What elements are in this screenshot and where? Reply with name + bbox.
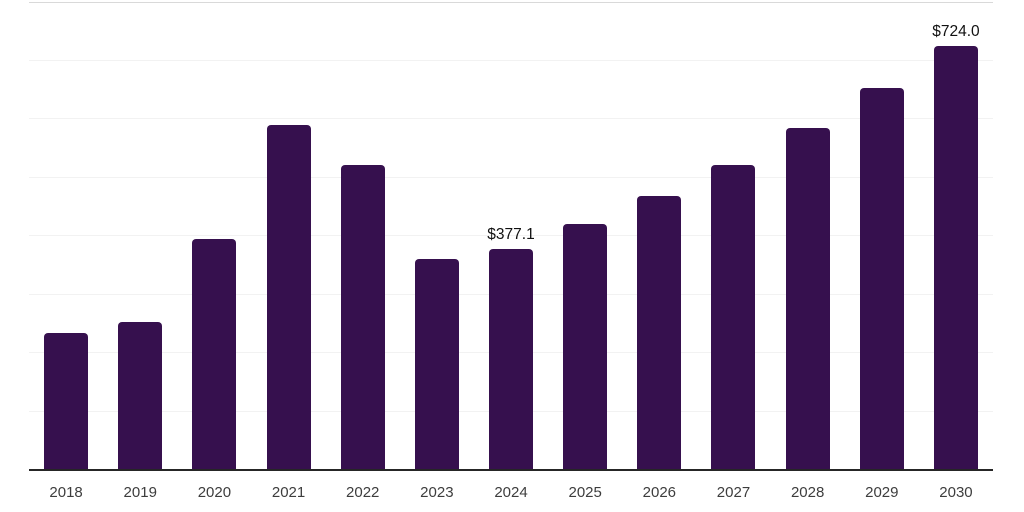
bar-slot-2021 [251,2,325,470]
bar-slot-2024: $377.1 [474,2,548,470]
x-tick-label-2025: 2025 [568,484,602,501]
x-tick-label-2022: 2022 [346,484,380,501]
x-tick-label-2027: 2027 [716,484,751,501]
bar-2027 [711,164,756,470]
bar-2021 [266,124,311,470]
bar-2024 [489,249,534,470]
x-tick-label-2023: 2023 [420,484,454,501]
x-tick-label-2020: 2020 [197,484,232,501]
x-tick-label-2028: 2028 [790,484,825,501]
bar-2028 [785,128,830,470]
bar-2018 [44,333,89,470]
gridline [29,118,993,119]
x-tick-label-2024: 2024 [494,484,528,501]
bar-2020 [192,238,237,470]
bar-value-label-2024: $377.1 [487,225,535,243]
x-tick-label-2018: 2018 [49,484,83,501]
gridline [29,59,993,61]
bar-2019 [118,322,163,470]
bar-2022 [340,164,385,470]
x-axis-line [29,469,993,471]
x-tick-label-2026: 2026 [642,484,677,501]
bar-slot-2029 [845,2,919,470]
bar-value-label-2030: $724.0 [932,22,980,40]
bar-slot-2020 [177,2,251,470]
bar-2030 [933,46,978,470]
bars-row: $377.1 $724.0 [29,2,993,470]
bar-slot-2026 [622,2,696,470]
bar-2023 [414,258,459,470]
bar-2026 [637,195,682,470]
bar-slot-2023 [400,2,474,470]
bar-slot-2022 [326,2,400,470]
gridline [29,176,993,178]
bar-2025 [563,223,608,470]
x-tick-label-2021: 2021 [271,484,306,501]
x-tick-label-2019: 2019 [123,484,157,501]
bar-2029 [859,88,904,470]
gridline [29,235,993,236]
bar-slot-2028 [771,2,845,470]
bar-slot-2018 [29,2,103,470]
x-tick-label-2030: 2030 [939,484,973,501]
x-axis-tick-labels: 2018 2019 2020 2021 2022 2023 2024 2025 2026 2027… [29,484,993,502]
bar-chart: $377.1 $724.0 [29,2,993,471]
x-tick-label-2029: 2029 [865,484,899,501]
chart-top-border [29,2,993,3]
bar-slot-2019 [103,2,177,470]
bar-slot-2027 [696,2,770,470]
bar-slot-2025 [548,2,622,470]
bar-slot-2030: $724.0 [919,2,993,470]
